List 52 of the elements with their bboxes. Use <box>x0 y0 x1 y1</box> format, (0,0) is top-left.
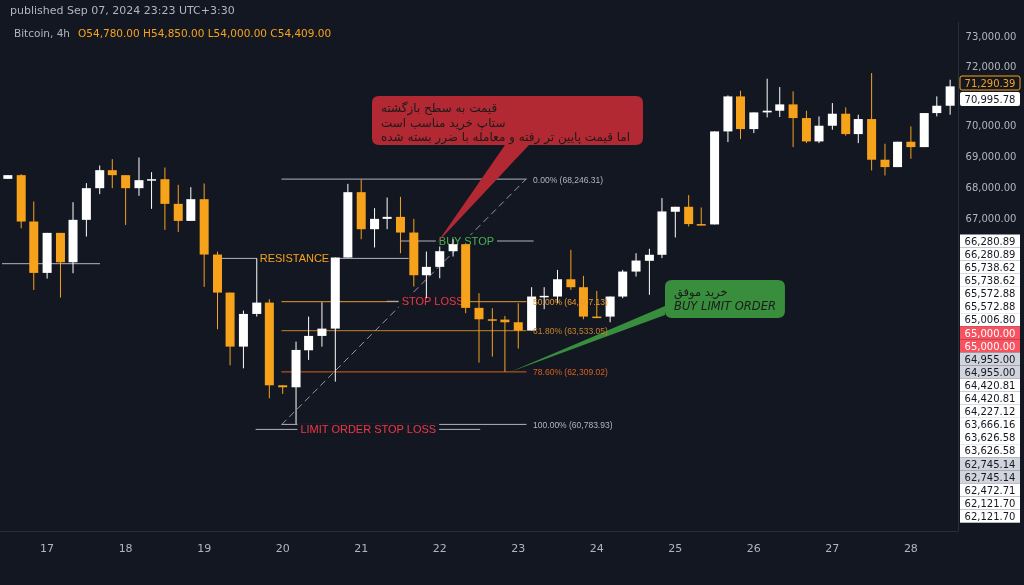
text: 62,745.14 <box>964 458 1016 470</box>
text: 65,738.62 <box>964 275 1016 287</box>
y-tick-label: 72,000.00 <box>965 60 1017 72</box>
x-tick-label: 21 <box>354 542 369 555</box>
text: 70,995.78 <box>964 94 1016 105</box>
x-tick-label: 26 <box>746 542 761 555</box>
text: 63,666.16 <box>964 419 1016 431</box>
text: 62,745.14 <box>964 471 1016 483</box>
text: 64,420.81 <box>964 379 1016 391</box>
annotation: قیمت به سطح بازگشته ستاپ خرید مناسب است اما قیمت پایین تر رفته و معامله با ضرر بسته شده <box>381 101 631 145</box>
annotation: 78.60% (62,309.02) <box>533 367 608 378</box>
text: 65,572.88 <box>964 288 1016 300</box>
y-tick-label: 70,000.00 <box>965 120 1017 132</box>
text: 63,626.58 <box>964 432 1016 444</box>
text: 65,006.80 <box>964 314 1016 326</box>
text: 62,472.71 <box>964 484 1016 496</box>
x-tick-label: 28 <box>903 542 918 555</box>
annotation: 100.00% (60,783.93) <box>533 419 613 430</box>
x-tick-label: 27 <box>825 542 840 555</box>
annotation: 61.80% (63,533.05) <box>533 326 608 337</box>
text: 65,000.00 <box>964 340 1016 352</box>
x-tick-label: 20 <box>275 542 290 555</box>
y-tick-label: 69,000.00 <box>965 150 1017 162</box>
x-tick-label: 24 <box>589 542 604 555</box>
x-tick-label: 22 <box>432 542 447 555</box>
text: 65,000.00 <box>964 327 1016 339</box>
text: Bitcoin, 4h <box>14 27 71 39</box>
text: 64,420.81 <box>964 393 1016 404</box>
text: 65,738.62 <box>964 262 1016 273</box>
x-tick-label: 19 <box>197 542 212 555</box>
annotation: 0.00% (68,246.31) <box>533 174 604 185</box>
text: 71,290.39 <box>964 78 1016 89</box>
y-tick-label: 73,000.00 <box>965 31 1017 43</box>
text: 64,955.00 <box>964 366 1016 378</box>
annotation: RESISTANCE <box>259 252 330 265</box>
text: 62,121.70 <box>964 510 1016 522</box>
text: 66,280.89 <box>964 248 1016 260</box>
text: 65,572.88 <box>964 301 1016 313</box>
text: 64,227.12 <box>964 406 1016 418</box>
y-tick-label: 67,000.00 <box>965 213 1017 225</box>
y-tick-label: 68,000.00 <box>965 181 1017 193</box>
x-tick-label: 23 <box>511 542 526 555</box>
text: 64,955.00 <box>964 353 1016 365</box>
chart-subtitle: published Sep 07, 2024 23:23 UTC+3:30 <box>10 4 235 17</box>
x-tick-label: 25 <box>668 542 683 555</box>
x-tick-label: 17 <box>40 542 55 555</box>
annotation: LIMIT ORDER STOP LOSS <box>300 423 437 436</box>
text: 62,121.70 <box>964 497 1016 509</box>
x-tick-label: 18 <box>118 542 133 555</box>
text: 63,626.58 <box>964 445 1016 457</box>
annotation: O54,780.00 H54,850.00 L54,000.00 C54,409.00 <box>78 27 332 39</box>
text: 66,280.89 <box>964 235 1016 247</box>
